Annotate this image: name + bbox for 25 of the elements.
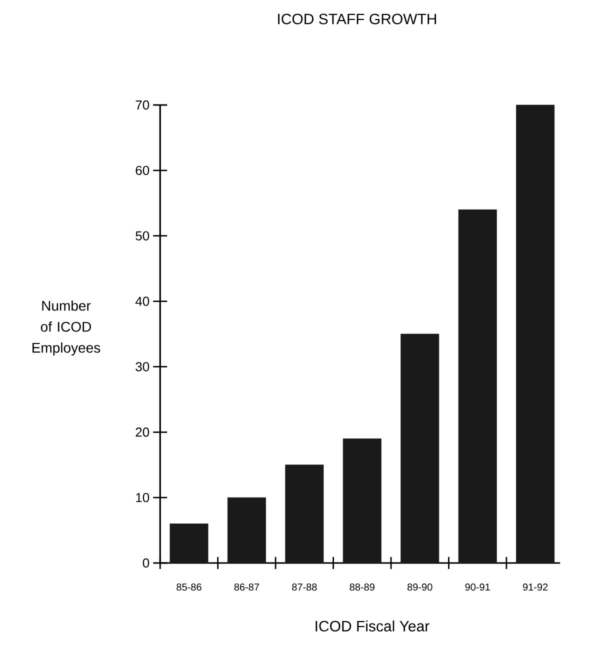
bar	[170, 524, 208, 564]
x-tick-label: 88-89	[350, 584, 374, 591]
x-tick-label: 90-91	[465, 584, 490, 591]
y-tick-label: 0	[142, 558, 150, 568]
bar	[458, 209, 497, 564]
x-tick-label: 87-88	[292, 584, 317, 591]
y-tick-label: 50	[136, 231, 150, 240]
chart-title: ICOD STAFF GROWTH	[278, 14, 436, 24]
bar	[227, 497, 266, 564]
bar	[400, 334, 440, 564]
bar	[285, 464, 324, 564]
x-axis-title: ICOD Fiscal Year	[316, 620, 430, 632]
y-axis-title: Number of ICOD Employees	[32, 300, 100, 356]
y-tick-label: 60	[136, 166, 150, 176]
bar	[516, 104, 555, 564]
y-tick-label: 20	[136, 428, 150, 437]
y-tick-label: 40	[135, 296, 150, 306]
bar	[342, 438, 382, 564]
x-tick-label: 91-92	[522, 584, 548, 591]
x-tick-label: 86-87	[234, 584, 260, 591]
y-tick-label: 70	[136, 100, 150, 110]
x-tick-label: 85-86	[176, 584, 202, 591]
x-tick-label: 89-90	[408, 584, 432, 591]
y-tick-label: 30	[136, 362, 150, 372]
y-tick-label: 10	[136, 492, 150, 502]
